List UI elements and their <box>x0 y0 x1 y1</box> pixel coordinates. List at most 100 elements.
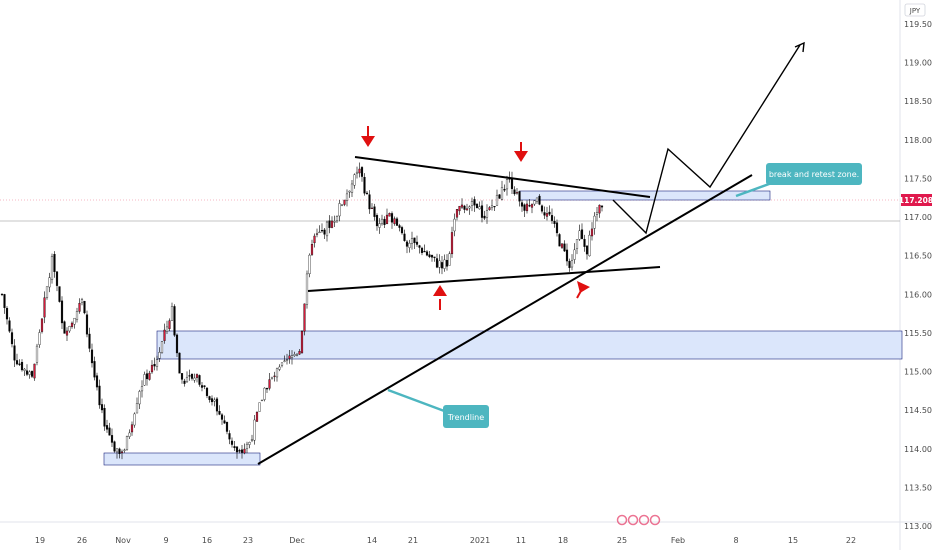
projected-path[interactable] <box>612 44 801 235</box>
candle-down <box>203 385 206 387</box>
watermark-logo <box>616 514 661 526</box>
candle-up <box>485 210 489 218</box>
candle-up <box>488 207 491 210</box>
candle-up <box>455 209 459 218</box>
candle-down <box>320 230 324 232</box>
candle-down <box>118 448 121 454</box>
trendline-callout[interactable] <box>443 405 489 428</box>
candle-down <box>218 411 221 415</box>
candle-down <box>365 192 369 195</box>
support-zone[interactable] <box>156 330 903 360</box>
candle-up <box>133 413 136 426</box>
candle-up <box>213 399 216 402</box>
candle-down <box>403 233 406 241</box>
candle-up <box>348 190 351 193</box>
candle-up <box>45 286 49 298</box>
candle-up <box>438 260 441 268</box>
candle-down <box>600 205 604 208</box>
candle-up <box>78 303 81 312</box>
candle-down <box>558 234 561 247</box>
x-tick-label: 25 <box>617 536 627 545</box>
candle-down <box>183 380 186 384</box>
candle-up <box>325 221 329 237</box>
candle-up <box>148 372 151 380</box>
candle-up <box>243 448 246 454</box>
candle-up <box>593 215 596 229</box>
x-tick-label: 23 <box>243 536 253 545</box>
trendline[interactable] <box>257 174 753 465</box>
candle-down <box>233 446 236 449</box>
candle-up <box>245 443 249 449</box>
candle-down <box>440 262 444 269</box>
candle-up <box>270 376 274 379</box>
candle-up <box>160 341 164 353</box>
candle-down <box>103 408 106 427</box>
candle-up <box>68 326 71 332</box>
y-tick-label: 117.500 <box>904 174 932 183</box>
x-tick-label: 15 <box>788 536 798 545</box>
candle-down <box>518 191 521 202</box>
candle-up <box>253 419 256 441</box>
candle-down <box>418 245 421 248</box>
candle-down <box>540 205 544 212</box>
candle-up <box>310 244 314 255</box>
candle-up <box>300 331 304 354</box>
candle-up <box>460 204 464 208</box>
candle-up <box>248 442 251 445</box>
x-tick-label: Nov <box>115 536 131 545</box>
candle-down <box>580 229 584 239</box>
candle-up <box>378 223 381 228</box>
y-tick-label: 116.000 <box>904 290 932 299</box>
candle-up <box>590 228 594 237</box>
candle-down <box>433 256 436 258</box>
candle-up <box>268 379 271 389</box>
candle-up <box>458 205 461 212</box>
candle-down <box>585 245 589 255</box>
candle-up <box>465 208 469 211</box>
candle-up <box>185 377 189 382</box>
candle-up <box>560 243 564 248</box>
currency-badge[interactable] <box>904 3 926 17</box>
candle-down <box>200 385 204 388</box>
candle-down <box>395 218 399 226</box>
candle-down <box>473 199 476 206</box>
candle-down <box>383 218 386 225</box>
candle-down <box>510 177 514 189</box>
candle-down <box>205 387 209 396</box>
candle-down <box>58 286 61 302</box>
x-tick-label: 2021 <box>470 536 490 545</box>
candle-down <box>20 361 24 371</box>
candle-up <box>450 232 454 255</box>
candle-down <box>430 254 434 258</box>
candle-up <box>355 171 359 174</box>
time-axis[interactable]: 19 26 Nov 9 16 23 Dec 14 21 2021 11 18 25 Feb 8 15 22 <box>35 536 856 545</box>
candle-down <box>498 194 501 199</box>
y-tick-label: 119.500 <box>904 20 932 29</box>
candle-up <box>535 197 539 202</box>
candle-up <box>280 362 284 366</box>
arrow-up-icon <box>576 281 590 299</box>
candle-down <box>445 260 449 267</box>
candle-down <box>208 396 211 400</box>
candle-up <box>120 451 124 454</box>
candle-down <box>523 204 526 211</box>
y-tick-label: 114.500 <box>904 406 932 415</box>
retest-callout[interactable] <box>766 163 862 185</box>
candle-down <box>18 363 21 365</box>
lower-triangle-line[interactable] <box>307 266 661 292</box>
candle-down <box>435 258 439 268</box>
candle-down <box>548 211 551 215</box>
candle-up <box>48 277 51 288</box>
candle-down <box>108 427 111 436</box>
candle-up <box>23 368 26 371</box>
candle-down <box>235 446 239 453</box>
arrow-down-icon <box>514 142 528 162</box>
candle-down <box>550 215 554 221</box>
candle-up <box>338 203 341 217</box>
base-zone[interactable] <box>103 452 261 466</box>
y-tick-label: 115.000 <box>904 368 932 377</box>
upper-triangle-line[interactable] <box>354 156 651 198</box>
candle-down <box>373 206 376 217</box>
price-axis[interactable]: 113.000 113.500 114.000 114.500 115.000 115.5… <box>904 20 932 531</box>
